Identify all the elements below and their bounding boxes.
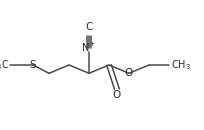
Text: CH$_3$: CH$_3$ [171, 58, 191, 72]
Text: O: O [113, 90, 121, 100]
Text: S: S [30, 60, 36, 70]
Text: C: C [85, 22, 93, 32]
Text: N$^+$: N$^+$ [81, 41, 97, 54]
Text: O: O [125, 68, 133, 78]
Text: H$_3$C: H$_3$C [0, 58, 10, 72]
